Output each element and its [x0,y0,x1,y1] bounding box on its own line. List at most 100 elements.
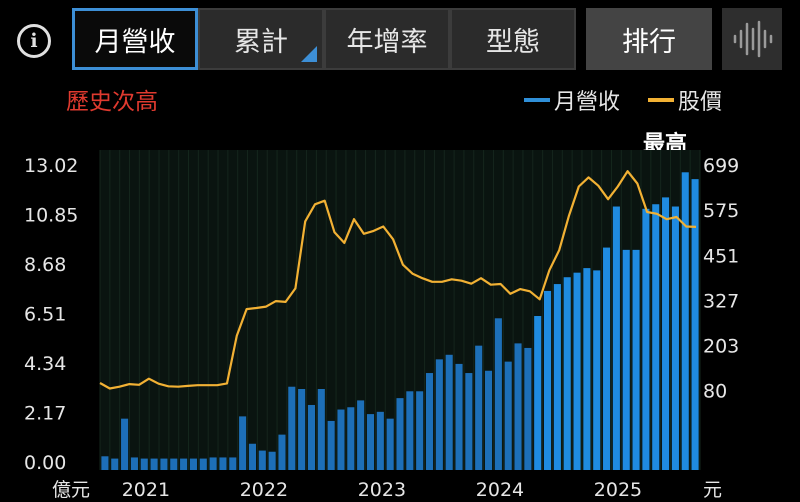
revenue-bar [298,389,306,470]
revenue-bar [160,458,168,470]
revenue-bar [376,411,384,470]
revenue-bar [494,318,502,470]
revenue-bar [317,389,325,470]
revenue-bar [347,407,355,470]
ranking-button[interactable]: 排行 [586,8,712,70]
x-axis-tick: 2025 [594,479,642,501]
revenue-bar [219,457,227,470]
revenue-bar [189,458,197,470]
revenue-bar [199,458,207,470]
revenue-bar [435,359,443,470]
revenue-bar [130,457,138,470]
revenue-bar [386,418,394,470]
revenue-bar [603,247,611,470]
revenue-bar [327,420,335,470]
revenue-bar [140,458,148,470]
revenue-bar [465,373,473,470]
revenue-bar [180,458,188,470]
revenue-bar [357,400,365,470]
revenue-bar [671,206,679,470]
tab-label: 年增率 [346,26,428,58]
revenue-bar [111,458,119,470]
right-axis-tick: 327 [703,290,739,312]
right-axis-unit: 元 [703,479,722,501]
x-axis-tick: 2024 [476,479,524,501]
revenue-bar [101,456,109,470]
revenue-bar [681,172,689,471]
tab-label: 型態 [486,26,540,58]
x-axis-tick: 2022 [240,479,288,501]
record-high-label: 歷史次高 [66,89,158,115]
tab-label: 月營收 [94,26,176,58]
right-axis-tick: 80 [703,380,727,402]
right-axis-tick: 699 [703,155,739,177]
right-axis-tick: 451 [703,245,739,267]
revenue-bar [622,249,630,470]
left-axis-tick: 8.68 [24,254,66,276]
left-axis-tick: 6.51 [24,304,66,326]
revenue-bar [278,434,286,470]
revenue-bar [258,450,266,470]
waveform-button[interactable] [722,8,782,70]
tab-pattern[interactable]: 型態 [450,8,576,70]
revenue-bar [268,451,276,470]
revenue-bar [209,457,217,470]
left-axis-tick: 0.00 [24,452,66,474]
x-axis-tick: 2021 [122,479,170,501]
revenue-bar [573,272,581,470]
revenue-bar [416,391,424,470]
revenue-bar [563,277,571,470]
revenue-bar [366,414,375,470]
revenue-bar [642,208,650,471]
revenue-bar [593,270,601,470]
legend-swatch-price [648,98,674,102]
revenue-bar [553,284,561,470]
legend-label: 股價 [678,90,723,115]
tab-label: 累計 [234,26,288,58]
tab-yoy-growth[interactable]: 年增率 [324,8,450,70]
revenue-bar [652,204,660,471]
revenue-bar [229,457,237,470]
waveform-icon [733,20,773,58]
revenue-bar [248,443,256,470]
revenue-bar [121,418,129,470]
revenue-bar [288,386,296,470]
ranking-label: 排行 [622,26,676,58]
revenue-bar [170,458,178,470]
revenue-bar [662,197,670,470]
tab-monthly-revenue[interactable]: 月營收 [72,8,198,70]
revenue-bar [524,347,532,470]
left-axis-tick: 4.34 [24,353,66,375]
left-axis-tick: 2.17 [24,403,66,425]
tab-cumulative[interactable]: 累計 [198,8,324,70]
revenue-bar [544,290,552,470]
info-icon[interactable]: i [17,24,51,58]
legend-revenue: 月營收 [524,84,620,116]
revenue-bar [406,391,414,470]
price-line [99,170,697,390]
revenue-bar [239,416,247,470]
revenue-bar [632,249,640,470]
legend-label: 月營收 [554,90,621,115]
revenue-bar [455,363,463,470]
left-axis-unit: 億元 [52,479,90,501]
x-axis-tick: 2023 [358,479,406,501]
toolbar: i 月營收 累計 年增率 型態 排行 [0,0,800,76]
legend-swatch-revenue [524,98,550,102]
revenue-bar [612,206,620,470]
revenue-bar [514,343,522,470]
revenue-bar [484,370,493,470]
right-axis-tick: 575 [703,200,739,222]
right-axis-tick: 203 [703,336,739,358]
revenue-bar [337,409,345,470]
revenue-bar [150,458,158,470]
revenue-bar [396,398,404,470]
revenue-bar [475,345,483,470]
left-axis-tick: 13.02 [24,155,78,177]
revenue-bar [504,361,512,470]
left-axis-tick: 10.85 [24,205,78,227]
revenue-bar [583,268,591,470]
revenue-bar [425,373,434,470]
revenue-bar [445,354,453,470]
